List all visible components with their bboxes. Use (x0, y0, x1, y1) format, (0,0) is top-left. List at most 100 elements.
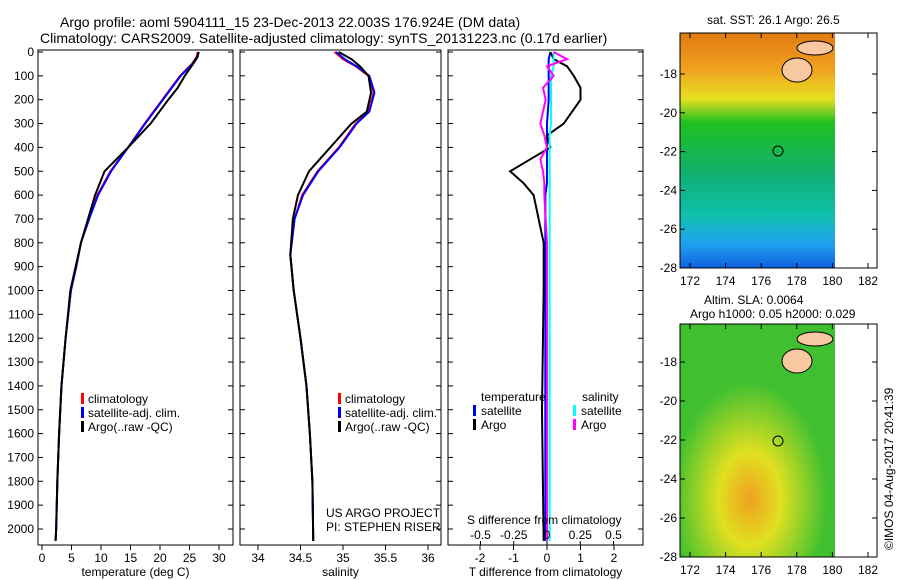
sla-map: Altim. SLA: 0.0064 Argo h1000: 0.05 h200… (660, 293, 879, 577)
x-tick-label: 25 (183, 551, 197, 565)
y-tick-label: 400 (14, 140, 34, 154)
x-tick-label: -1 (508, 551, 519, 565)
map-y-tick-label: -18 (660, 67, 678, 81)
map-x-tick-label: 176 (751, 563, 771, 577)
y-tick-label: 1500 (7, 403, 34, 417)
map-x-tick-label: 174 (716, 274, 736, 288)
timestamp-stamp: ©IMOS 04-Aug-2017 20:41:39 (882, 387, 896, 550)
legend-swatch (573, 419, 576, 430)
x-tick-label: 0 (39, 551, 46, 565)
map-x-tick-label: 180 (822, 274, 842, 288)
series-line-s-argo (539, 51, 570, 541)
x2-tick-label: -0.25 (500, 528, 528, 542)
map-y-tick-label: -24 (660, 472, 678, 486)
map-y-tick-label: -22 (660, 433, 678, 447)
legend-swatch (81, 393, 84, 404)
legend-title-temperature: temperature (481, 390, 546, 404)
sst-map-title: sat. SST: 26.1 Argo: 26.5 (707, 13, 840, 27)
x-tick-label: 34.5 (289, 551, 313, 565)
series-line-argo-raw-qc- (54, 51, 200, 541)
credit-line-2: PI: STEPHEN RISER (326, 520, 441, 534)
map-y-tick-label: -26 (660, 511, 678, 525)
legend-label: satellite-adj. clim. (345, 406, 437, 420)
y-tick-label: 100 (14, 69, 34, 83)
legend-label: Argo (481, 418, 507, 432)
map-x-tick-label: 174 (716, 563, 736, 577)
x2-tick-label: 0.25 (569, 528, 593, 542)
series-line-s-satellite (548, 52, 555, 541)
y-tick-label: 1900 (7, 498, 34, 512)
y-tick-label: 1200 (7, 331, 34, 345)
sla-map-title-2: Argo h1000: 0.05 h2000: 0.029 (690, 307, 856, 321)
x-tick-label: 5 (68, 551, 75, 565)
legend-label: satellite (481, 404, 522, 418)
x-tick-label: 36 (421, 551, 435, 565)
y-tick-label: 1800 (7, 474, 34, 488)
y-tick-label: 500 (14, 164, 34, 178)
x-tick-label: 0 (544, 551, 551, 565)
legend-swatch (338, 393, 341, 404)
x2-tick-label: 0.5 (605, 528, 622, 542)
legend-swatch (473, 405, 476, 416)
temperature-panel: 0100200300400500600700800900100011001200… (7, 45, 234, 579)
map-x-tick-label: 182 (858, 274, 878, 288)
series-line-climatology (54, 51, 199, 541)
title-line-2: Climatology: CARS2009. Satellite-adjuste… (40, 30, 607, 46)
legend-swatch (338, 407, 341, 418)
x-tick-label: 35.5 (374, 551, 398, 565)
y-tick-label: 1700 (7, 450, 34, 464)
x-axis-label: temperature (deg C) (81, 565, 189, 579)
legend-label: Argo(..raw -QC) (88, 420, 173, 434)
plot-frame (447, 49, 644, 546)
map-y-tick-label: -26 (660, 222, 678, 236)
credit-line-1: US ARGO PROJECT (326, 506, 441, 520)
x-tick-label: 2 (611, 551, 618, 565)
sst-map: sat. SST: 26.1 Argo: 26.5 172 174 176 178 18… (660, 13, 879, 288)
legend-label: Argo(..raw -QC) (345, 420, 430, 434)
argo-location-marker (772, 145, 784, 157)
legend-label: satellite (581, 404, 622, 418)
y-tick-label: 1000 (7, 284, 34, 298)
difference-panel: -2 -1 0 1 2T difference from climatology temp… (447, 49, 644, 579)
series-line-satellite-adj-clim- (54, 51, 200, 541)
legend-swatch (338, 421, 341, 432)
map-y-tick-label: -20 (660, 394, 678, 408)
y-tick-label: 700 (14, 212, 34, 226)
map-x-tick-label: 180 (822, 563, 842, 577)
map-y-tick-label: -22 (660, 145, 678, 159)
legend-swatch (81, 407, 84, 418)
sst-map-frame (679, 32, 878, 269)
legend-label: satellite-adj. clim. (88, 406, 180, 420)
legend-label: Argo (581, 418, 607, 432)
y-tick-label: 900 (14, 260, 34, 274)
x2-tick-label: -0.5 (470, 528, 491, 542)
fiji-island-north (796, 331, 834, 347)
map-x-tick-label: 176 (751, 274, 771, 288)
plot-frame (37, 49, 234, 546)
series-line-climatology (289, 51, 375, 541)
x-axis-label: T difference from climatology (469, 565, 623, 579)
plot-frame (239, 49, 442, 546)
fiji-island (781, 348, 813, 374)
fiji-island-north (796, 40, 834, 56)
x-tick-label: -2 (475, 551, 486, 565)
legend-label: climatology (345, 392, 405, 406)
series-line-argo-raw-qc- (289, 51, 373, 541)
map-y-tick-label: -24 (660, 183, 678, 197)
series-line-satellite-adj-clim- (289, 51, 376, 541)
argo-location-marker (772, 435, 784, 447)
map-y-tick-label: -18 (660, 355, 678, 369)
map-y-tick-label: -20 (660, 106, 678, 120)
y-tick-label: 1400 (7, 379, 34, 393)
map-x-tick-label: 182 (858, 563, 878, 577)
y-tick-label: 1600 (7, 427, 34, 441)
x-tick-label: 15 (124, 551, 138, 565)
x-axis-label: salinity (322, 565, 359, 579)
map-y-tick-label: -28 (660, 550, 678, 564)
x-tick-label: 35 (336, 551, 350, 565)
legend-swatch (473, 419, 476, 430)
legend-title-salinity: salinity (582, 390, 619, 404)
y-tick-label: 2000 (7, 522, 34, 536)
